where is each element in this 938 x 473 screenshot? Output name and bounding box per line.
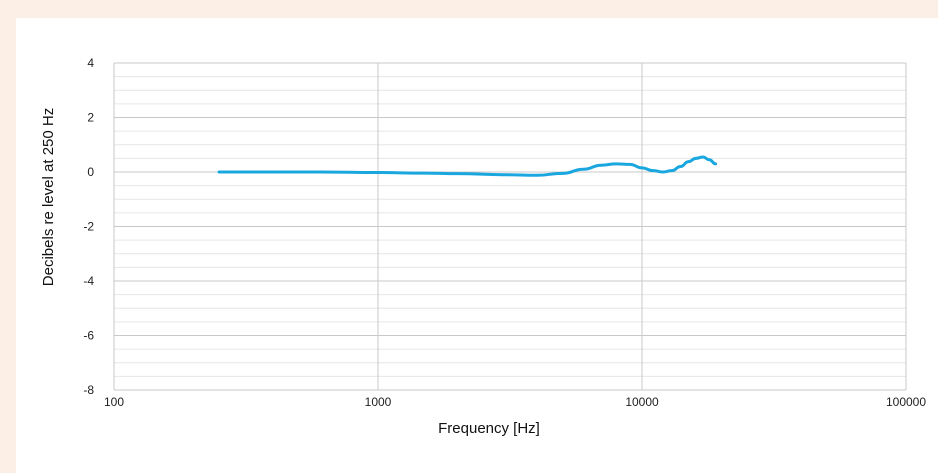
y-tick-label: -8 [83, 383, 94, 397]
y-tick-label: 2 [87, 111, 94, 125]
y-tick-label: 4 [87, 56, 94, 70]
x-axis-ticks: 100 1000 10000 100000 [104, 395, 926, 409]
x-tick-label: 100 [104, 395, 124, 409]
x-tick-label: 10000 [625, 395, 659, 409]
y-axis-label: Decibels re level at 250 Hz [40, 108, 57, 286]
y-tick-label: -6 [83, 329, 94, 343]
y-axis-ticks: 4 2 0 -2 -4 -6 -8 [83, 56, 94, 397]
x-axis-label: Frequency [Hz] [438, 420, 540, 437]
x-tick-label: 100000 [886, 395, 926, 409]
series-line [217, 155, 718, 177]
y-tick-label: -2 [83, 220, 94, 234]
chart-card: 4 2 0 -2 -4 -6 -8 100 1000 10000 100000 Frequency… [16, 18, 938, 473]
grid [113, 62, 907, 391]
y-tick-label: -4 [83, 274, 94, 288]
frequency-response-chart: 4 2 0 -2 -4 -6 -8 100 1000 10000 100000 Frequency… [40, 56, 926, 437]
x-tick-label: 1000 [365, 395, 392, 409]
y-tick-label: 0 [87, 165, 94, 179]
